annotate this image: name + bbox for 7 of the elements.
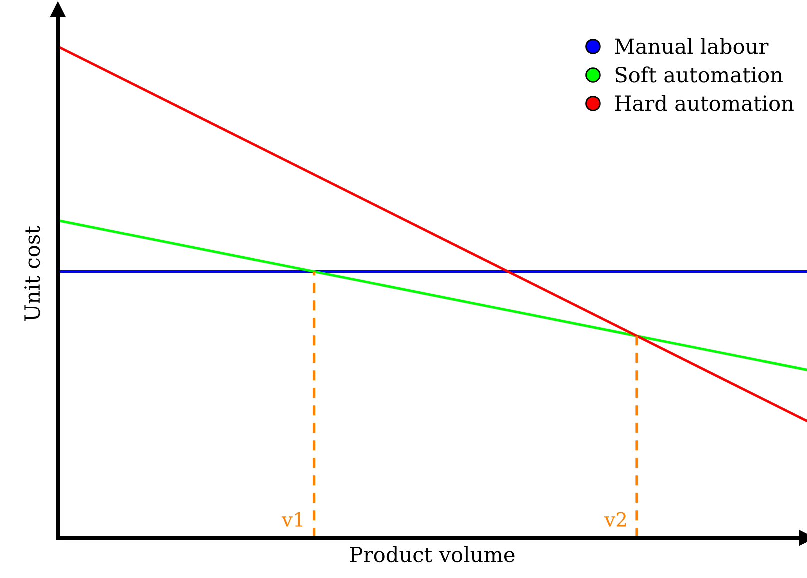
annotation: v2 (604, 512, 626, 527)
legend-label: Hard automation (615, 95, 794, 112)
legend-label: Soft automation (616, 66, 783, 83)
annotation: v1 (282, 512, 303, 527)
x-axis-title: Product volume (350, 546, 515, 563)
legend-label: Manual labour (615, 38, 769, 54)
y-axis-title: Unit cost (24, 226, 40, 321)
